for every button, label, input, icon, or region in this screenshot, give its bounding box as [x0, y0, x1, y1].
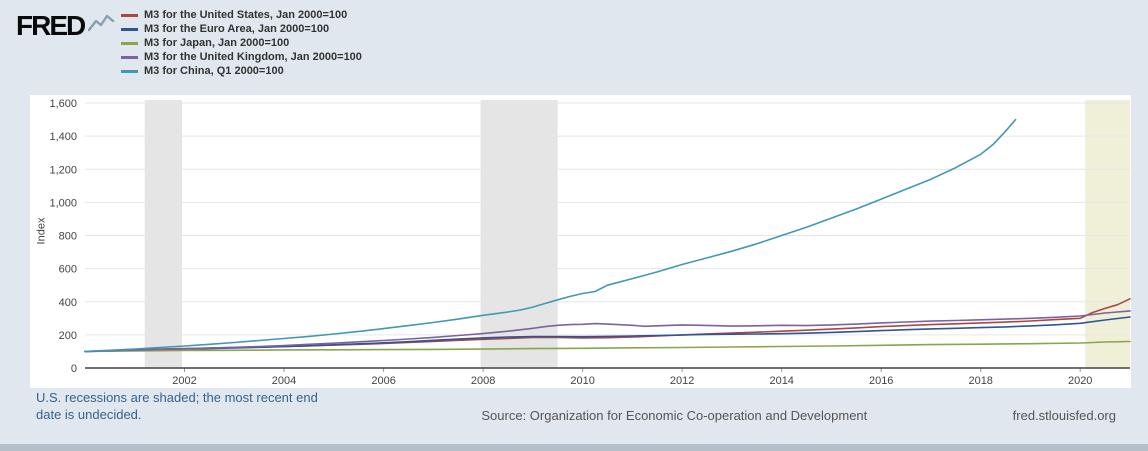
fred-logo-text: FRED: [16, 10, 86, 41]
y-tick-label: 1,000: [49, 197, 77, 209]
chart-panel: Index 0 200 400 600 800 1,000 1,200 1,400 1,600 2…: [30, 95, 1131, 388]
x-tick-label: 2002: [172, 375, 196, 387]
recession-band: [480, 100, 558, 368]
legend-swatch: [121, 56, 138, 59]
x-tick-label: 2018: [968, 375, 992, 387]
chart-canvas[interactable]: 0 200 400 600 800 1,000 1,200 1,400 1,600 2002 200…: [30, 95, 1131, 388]
legend-swatch: [121, 14, 138, 17]
x-tick-label: 2006: [371, 375, 395, 387]
y-tick-label: 1,400: [49, 131, 77, 143]
legend-label: M3 for China, Q1 2000=100: [144, 65, 284, 77]
fred-logo[interactable]: FRED: [16, 10, 115, 42]
x-tick-label: 2014: [769, 375, 793, 387]
x-tick-label: 2016: [869, 375, 893, 387]
source-text: Source: Organization for Economic Co-ope…: [481, 408, 868, 423]
y-tick-label: 200: [59, 330, 77, 342]
legend-label: M3 for Japan, Jan 2000=100: [144, 37, 290, 49]
y-tick-label: 400: [59, 297, 77, 309]
legend-swatch: [121, 28, 138, 31]
series-line: [84, 310, 1131, 353]
legend-swatch: [121, 42, 138, 45]
recession-band: [1085, 100, 1130, 368]
legend-item: M3 for Japan, Jan 2000=100: [121, 37, 362, 50]
x-tick-label: 2012: [670, 375, 694, 387]
legend-label: M3 for the Euro Area, Jan 2000=100: [144, 23, 330, 35]
y-tick-label: 0: [71, 363, 77, 375]
x-tick-label: 2008: [471, 375, 495, 387]
legend-item: M3 for the United Kingdom, Jan 2000=100: [121, 51, 362, 64]
chart-legend: M3 for the United States, Jan 2000=100 M3…: [121, 9, 362, 79]
y-tick-label: 600: [59, 264, 77, 276]
x-tick-label: 2004: [272, 375, 296, 387]
y-tick-label: 1,600: [49, 98, 77, 110]
legend-item: M3 for the United States, Jan 2000=100: [121, 9, 362, 22]
series-line: [84, 118, 1017, 353]
series-line: [84, 340, 1131, 353]
recession-band: [144, 100, 182, 368]
fred-site-link[interactable]: fred.stlouisfed.org: [1012, 408, 1116, 423]
bottom-bar: [0, 444, 1148, 451]
recession-note: U.S. recessions are shaded; the most rec…: [36, 390, 318, 422]
y-tick-label: 1,200: [49, 164, 77, 176]
legend-swatch: [121, 70, 138, 73]
legend-label: M3 for the United States, Jan 2000=100: [144, 9, 348, 21]
line-chart-icon: [88, 14, 115, 38]
series-line: [84, 316, 1131, 353]
x-tick-label: 2010: [570, 375, 594, 387]
legend-label: M3 for the United Kingdom, Jan 2000=100: [144, 51, 362, 63]
y-axis-title: Index: [35, 217, 48, 245]
y-tick-label: 800: [59, 231, 77, 243]
chart-footer: U.S. recessions are shaded; the most rec…: [30, 389, 1120, 423]
legend-item: M3 for the Euro Area, Jan 2000=100: [121, 23, 362, 36]
x-tick-label: 2020: [1068, 375, 1092, 387]
legend-item: M3 for China, Q1 2000=100: [121, 65, 362, 78]
